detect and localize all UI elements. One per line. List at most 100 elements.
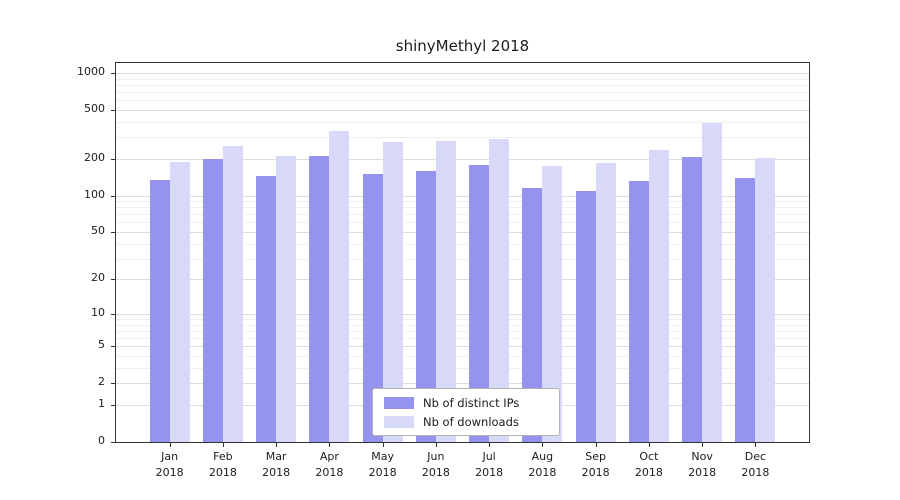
legend-swatch-distinct-ips bbox=[384, 396, 414, 409]
x-tick-label: Apr 2018 bbox=[315, 450, 344, 479]
gridline bbox=[116, 78, 809, 80]
legend-item-downloads: Nb of downloads bbox=[384, 415, 559, 429]
bar-downloads bbox=[542, 165, 563, 442]
x-tick-mark bbox=[755, 443, 757, 447]
x-tick-label: Aug 2018 bbox=[528, 450, 557, 479]
x-tick-mark bbox=[702, 443, 704, 447]
y-tick-mark bbox=[111, 279, 115, 281]
gridline bbox=[116, 383, 809, 385]
y-tick-label: 5 bbox=[98, 338, 105, 352]
x-tick-mark bbox=[329, 443, 331, 447]
legend: Nb of distinct IPs Nb of downloads bbox=[372, 388, 560, 436]
legend-swatch-downloads bbox=[384, 415, 414, 428]
y-tick-label: 100 bbox=[84, 187, 105, 201]
gridline bbox=[116, 195, 809, 197]
y-tick-mark bbox=[111, 442, 115, 443]
x-tick-mark bbox=[382, 443, 384, 447]
gridline bbox=[116, 207, 809, 209]
gridline bbox=[116, 346, 809, 348]
y-tick-mark bbox=[111, 110, 115, 111]
gridline bbox=[116, 222, 809, 224]
gridline bbox=[116, 330, 809, 332]
bar-downloads bbox=[222, 145, 243, 442]
gridline bbox=[116, 313, 809, 315]
gridline bbox=[116, 100, 809, 102]
gridline bbox=[116, 319, 809, 320]
y-tick-label: 10 bbox=[91, 305, 105, 319]
x-tick-label: Jan 2018 bbox=[155, 450, 184, 479]
y-tick-mark bbox=[111, 313, 115, 315]
y-tick-label: 200 bbox=[84, 150, 105, 164]
gridlines-layer bbox=[116, 63, 809, 442]
bar-distinct-ips bbox=[469, 164, 490, 442]
x-tick-label: Jun 2018 bbox=[421, 450, 450, 479]
y-tick-label: 0 bbox=[98, 434, 105, 447]
y-tick-mark bbox=[111, 383, 115, 385]
bar-distinct-ips bbox=[415, 170, 436, 442]
y-tick-mark bbox=[111, 405, 115, 406]
bar-downloads bbox=[595, 162, 616, 442]
y-tick-label: 50 bbox=[91, 224, 105, 237]
gridline bbox=[116, 158, 809, 160]
x-tick-mark bbox=[276, 443, 278, 447]
y-tick-label: 500 bbox=[84, 102, 105, 115]
gridline bbox=[116, 84, 809, 86]
bar-downloads bbox=[329, 131, 350, 442]
plot-area: Nb of distinct IPs Nb of downloads bbox=[115, 62, 810, 443]
gridline bbox=[116, 73, 809, 74]
gridline bbox=[116, 214, 809, 216]
gridline bbox=[116, 368, 809, 369]
bar-distinct-ips bbox=[628, 180, 649, 442]
bar-downloads bbox=[755, 158, 776, 442]
x-tick-label: Dec 2018 bbox=[741, 450, 770, 479]
gridline bbox=[116, 243, 809, 245]
x-tick-label: Nov 2018 bbox=[688, 450, 717, 479]
bar-downloads bbox=[489, 139, 510, 442]
gridline bbox=[116, 201, 809, 203]
x-tick-mark bbox=[489, 443, 491, 447]
x-tick-label: May 2018 bbox=[368, 450, 397, 479]
bar-distinct-ips bbox=[149, 179, 170, 442]
x-tick-mark bbox=[648, 443, 650, 447]
x-tick-label: Feb 2018 bbox=[208, 450, 237, 479]
legend-label-distinct-ips: Nb of distinct IPs bbox=[423, 395, 520, 410]
bar-distinct-ips bbox=[202, 158, 223, 442]
gridline bbox=[116, 110, 809, 111]
gridline bbox=[116, 356, 809, 357]
x-tick-label: Jul 2018 bbox=[475, 450, 504, 479]
bar-downloads bbox=[702, 122, 723, 442]
gridline bbox=[116, 121, 809, 123]
bar-distinct-ips bbox=[309, 156, 330, 442]
bar-downloads bbox=[435, 141, 456, 442]
x-tick-mark bbox=[542, 443, 544, 447]
bar-distinct-ips bbox=[575, 190, 596, 442]
chart-title: shinyMethyl 2018 bbox=[395, 37, 530, 55]
x-tick-mark bbox=[222, 443, 224, 447]
bar-distinct-ips bbox=[735, 177, 756, 442]
bar-downloads bbox=[382, 141, 403, 442]
x-tick-mark bbox=[169, 443, 171, 447]
gridline bbox=[116, 279, 809, 281]
legend-item-distinct-ips: Nb of distinct IPs bbox=[384, 396, 559, 410]
gridline bbox=[116, 92, 809, 93]
y-tick-label: 1000 bbox=[77, 65, 105, 78]
y-tick-label: 20 bbox=[91, 271, 105, 285]
bar-distinct-ips bbox=[362, 174, 383, 442]
y-tick-label: 1 bbox=[98, 397, 105, 410]
gridline bbox=[116, 232, 809, 233]
y-tick-label: 2 bbox=[98, 375, 105, 389]
bar-distinct-ips bbox=[682, 157, 703, 442]
y-tick-mark bbox=[111, 232, 115, 233]
bar-distinct-ips bbox=[522, 188, 543, 442]
bar-downloads bbox=[648, 150, 669, 442]
y-tick-mark bbox=[111, 346, 115, 348]
gridline bbox=[116, 338, 809, 340]
legend-label-downloads: Nb of downloads bbox=[423, 414, 519, 429]
gridline bbox=[116, 324, 809, 326]
bar-downloads bbox=[169, 161, 190, 442]
y-tick-mark bbox=[111, 158, 115, 160]
gridline bbox=[116, 258, 809, 260]
bars-layer bbox=[116, 63, 809, 442]
x-tick-mark bbox=[595, 443, 597, 447]
